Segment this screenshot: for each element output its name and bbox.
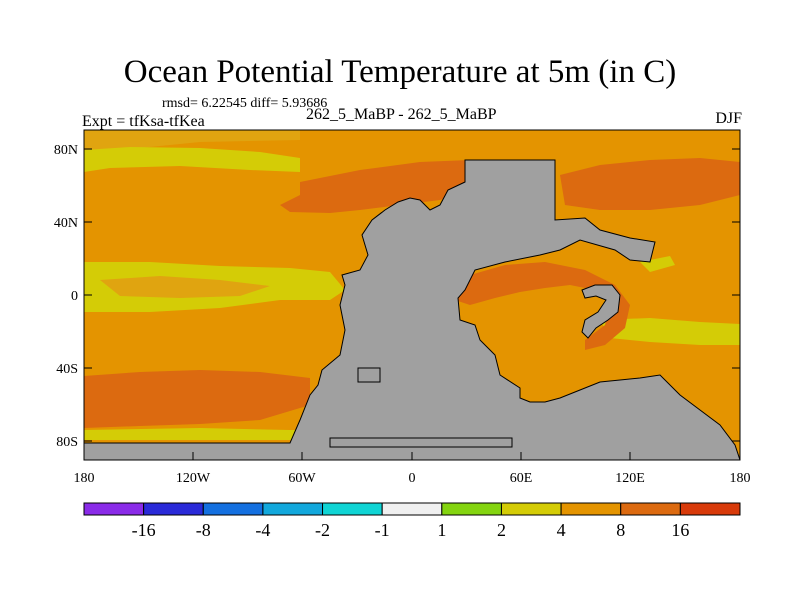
land-island-interior-sea (581, 284, 621, 339)
colorbar-label: 4 (557, 520, 566, 540)
x-tick-label: 180 (730, 471, 751, 486)
x-tick-label: 120E (615, 471, 645, 486)
field-band-8-16-north (280, 160, 475, 213)
x-tick-label: 120W (176, 471, 211, 486)
y-tick-label: 80N (54, 143, 78, 158)
map-plot-area (84, 130, 740, 460)
field-ring-8-16-interior-sea (455, 262, 630, 350)
plot-title: Ocean Potential Temperature at 5m (in C) (123, 54, 677, 90)
colorbar-swatch (83, 502, 145, 516)
x-tick-label: 180 (74, 471, 95, 486)
y-tick-label: 0 (71, 289, 78, 304)
colorbar-swatch (620, 502, 681, 516)
colorbar-label: -8 (196, 520, 211, 540)
colorbar-label: -4 (255, 520, 270, 540)
x-axis: 180 120W 60W 0 60E 120E 180 (74, 452, 751, 486)
field-band-8-16-northeast (560, 158, 740, 210)
land-strip-south (329, 437, 513, 448)
colorbar-label: 16 (671, 520, 689, 540)
land-mass-west (84, 159, 740, 460)
experiment-label: Expt = tfKsa-tfKea (82, 113, 205, 130)
y-tick-label: 80S (56, 435, 78, 450)
x-tick-label: 60E (510, 471, 533, 486)
colorbar-swatch (262, 502, 324, 516)
colorbar-swatch (560, 502, 622, 516)
colorbar: -16 -8 -4 -2 -1 1 2 4 8 16 (83, 502, 741, 540)
colorbar-label: -1 (375, 520, 390, 540)
colorbar-swatch (500, 502, 562, 516)
colorbar-label: -2 (315, 520, 330, 540)
colorbar-swatch (381, 502, 443, 516)
x-tick-label: 0 (409, 471, 416, 486)
field-band-1-2-north (84, 147, 300, 172)
colorbar-swatch (322, 502, 383, 516)
colorbar-label: -16 (132, 520, 156, 540)
field-band-8-16-south (84, 370, 310, 428)
field-band-2-4-north (84, 130, 300, 160)
field-band-2-4-equator (100, 276, 270, 298)
season-label: DJF (715, 110, 742, 127)
colorbar-swatch (441, 502, 502, 516)
colorbar-swatch (679, 502, 741, 516)
y-axis: 80N 40N 0 40S 80S (54, 143, 740, 450)
colorbar-label: 2 (497, 520, 506, 540)
stats-label: rmsd= 6.22545 diff= 5.93686 (162, 96, 328, 111)
colorbar-swatch (143, 502, 204, 516)
colorbar-swatch (202, 502, 264, 516)
y-tick-label: 40N (54, 216, 78, 231)
colorbar-label: 8 (616, 520, 625, 540)
field-patch-1-2-coast (640, 256, 675, 272)
subtitle-label: 262_5_MaBP - 262_5_MaBP (306, 106, 497, 123)
field-band-1-2-east (600, 318, 740, 345)
x-tick-label: 60W (288, 471, 316, 486)
colorbar-label: 1 (437, 520, 446, 540)
land-islet-south (357, 367, 381, 383)
y-tick-label: 40S (56, 362, 78, 377)
